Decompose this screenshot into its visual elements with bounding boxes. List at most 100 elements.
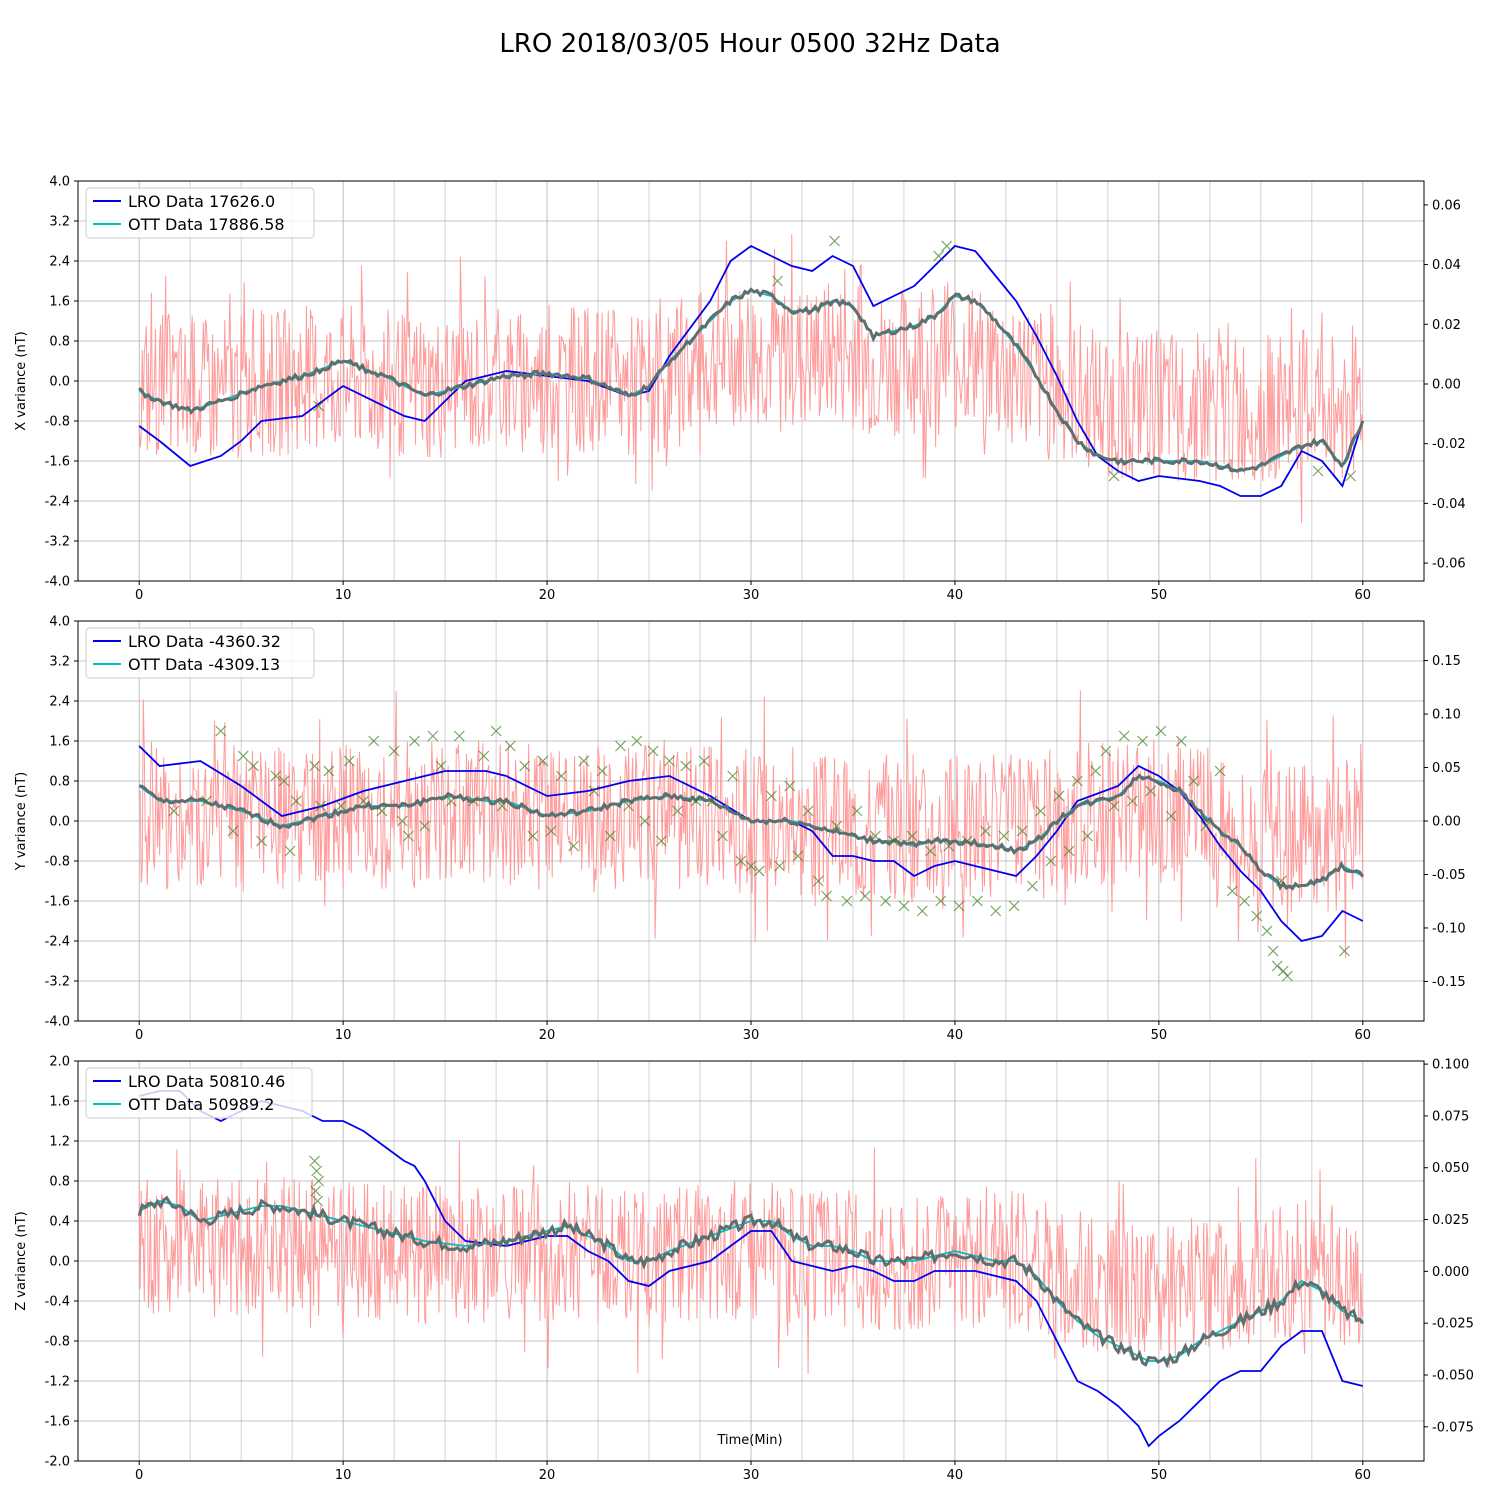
y-marker bbox=[227, 825, 239, 837]
z-marker bbox=[313, 1175, 325, 1187]
x-y-axis-label: X variance (nT) bbox=[14, 331, 29, 430]
y-marker bbox=[1035, 805, 1047, 817]
x-legend-ott-label: OTT Data 17886.58 bbox=[128, 215, 285, 234]
y-y-tick-label: 1.6 bbox=[49, 735, 70, 750]
y-marker bbox=[735, 855, 747, 867]
y-smoothed-line bbox=[138, 773, 1365, 891]
z-right-y-tick-label: -0.050 bbox=[1432, 1368, 1474, 1383]
z-y-axis-label: Z variance (nT) bbox=[14, 1211, 29, 1310]
y-y-tick-label: -4.0 bbox=[45, 1015, 70, 1030]
y-marker bbox=[1108, 800, 1120, 812]
y-marker bbox=[1339, 945, 1350, 957]
y-lro-line bbox=[138, 745, 1364, 942]
y-legend-box bbox=[85, 627, 315, 679]
y-marker bbox=[1027, 880, 1038, 892]
y-plot-layer bbox=[138, 690, 1365, 982]
y-marker bbox=[527, 830, 539, 842]
y-marker bbox=[1277, 965, 1289, 977]
y-marker bbox=[888, 835, 900, 847]
y-marker bbox=[578, 755, 590, 767]
x-x-tick-label: 30 bbox=[743, 588, 760, 603]
y-marker bbox=[623, 800, 635, 812]
x-smoothed-line bbox=[138, 287, 1365, 473]
y-marker bbox=[647, 745, 659, 757]
y-marker bbox=[568, 840, 579, 852]
z-marker bbox=[311, 1165, 323, 1177]
y-marker bbox=[1271, 960, 1283, 972]
y-marker bbox=[435, 760, 447, 772]
y-marker bbox=[680, 760, 692, 772]
y-marker bbox=[916, 905, 928, 917]
z-y-tick-label: 2.0 bbox=[49, 1055, 70, 1070]
y-marker bbox=[323, 765, 335, 777]
y-marker bbox=[427, 730, 439, 742]
y-marker bbox=[672, 805, 684, 817]
y-marker bbox=[639, 815, 651, 827]
x-axis-label: Time(Min) bbox=[716, 1433, 782, 1448]
y-marker bbox=[1016, 825, 1028, 837]
y-marker bbox=[631, 735, 643, 747]
y-marker bbox=[943, 840, 955, 852]
y-x-tick-label: 20 bbox=[539, 1028, 556, 1043]
y-marker bbox=[309, 760, 320, 772]
y-marker bbox=[1175, 735, 1187, 747]
y-marker bbox=[859, 890, 871, 902]
y-marker bbox=[343, 755, 355, 767]
y-y-tick-label: 0.8 bbox=[49, 775, 70, 790]
y-x-tick-label: 60 bbox=[1355, 1028, 1372, 1043]
z-x-tick-label: 20 bbox=[539, 1468, 556, 1483]
y-right-y-tick-label: -0.05 bbox=[1432, 868, 1466, 883]
y-marker bbox=[1239, 895, 1250, 907]
y-marker bbox=[478, 750, 490, 762]
y-marker bbox=[925, 845, 936, 857]
x-right-y-tick-label: -0.02 bbox=[1432, 437, 1466, 452]
y-y-tick-label: -0.8 bbox=[45, 855, 70, 870]
y-marker bbox=[831, 820, 843, 832]
y-marker bbox=[1145, 785, 1157, 797]
x-y-tick-label: 4.0 bbox=[49, 175, 70, 190]
y-right-y-tick-label: 0.00 bbox=[1432, 815, 1461, 830]
y-marker bbox=[237, 750, 249, 762]
x-legend-lro-label: LRO Data 17626.0 bbox=[128, 192, 275, 211]
y-x-tick-label: 0 bbox=[135, 1028, 143, 1043]
z-legend: LRO Data 50810.46 OTT Data 50989.2 bbox=[85, 1067, 313, 1119]
y-y-tick-label: 3.2 bbox=[49, 655, 70, 670]
x-x-tick-label: 20 bbox=[539, 588, 556, 603]
y-y-tick-label: -1.6 bbox=[45, 895, 70, 910]
x-legend: LRO Data 17626.0 OTT Data 17886.58 bbox=[85, 187, 315, 239]
y-marker bbox=[935, 895, 947, 907]
z-right-y-tick-label: 0.050 bbox=[1432, 1161, 1469, 1176]
y-marker bbox=[753, 865, 765, 877]
y-marker bbox=[537, 755, 549, 767]
z-y-tick-label: 1.2 bbox=[49, 1135, 70, 1150]
x-x-tick-label: 40 bbox=[947, 588, 964, 603]
y-marker bbox=[596, 765, 608, 777]
y-y-tick-label: 0.0 bbox=[49, 815, 70, 830]
y-marker bbox=[869, 830, 881, 842]
y-marker bbox=[898, 900, 910, 912]
y-marker bbox=[588, 785, 600, 797]
x-marker bbox=[1108, 470, 1120, 482]
y-marker bbox=[368, 735, 380, 747]
y-marker bbox=[765, 790, 777, 802]
y-marker bbox=[655, 835, 667, 847]
y-marker bbox=[201, 795, 212, 807]
z-right-y-tick-label: 0.025 bbox=[1432, 1213, 1469, 1228]
y-marker bbox=[419, 820, 431, 832]
y-marker bbox=[519, 760, 531, 772]
y-marker bbox=[453, 730, 465, 742]
y-marker bbox=[1126, 795, 1138, 807]
y-marker bbox=[1275, 875, 1287, 887]
x-y-tick-label: 1.6 bbox=[49, 295, 70, 310]
x-right-y-tick-label: 0.00 bbox=[1432, 377, 1461, 392]
y-marker bbox=[604, 830, 616, 842]
x-marker bbox=[1345, 470, 1357, 482]
y-marker bbox=[358, 795, 369, 807]
y-marker bbox=[812, 875, 824, 887]
y-x-tick-label: 30 bbox=[743, 1028, 760, 1043]
x-x-tick-label: 10 bbox=[335, 588, 352, 603]
y-marker bbox=[270, 770, 282, 782]
x-y-tick-label: 2.4 bbox=[49, 255, 70, 270]
y-marker bbox=[496, 800, 508, 812]
y-marker bbox=[402, 830, 414, 842]
